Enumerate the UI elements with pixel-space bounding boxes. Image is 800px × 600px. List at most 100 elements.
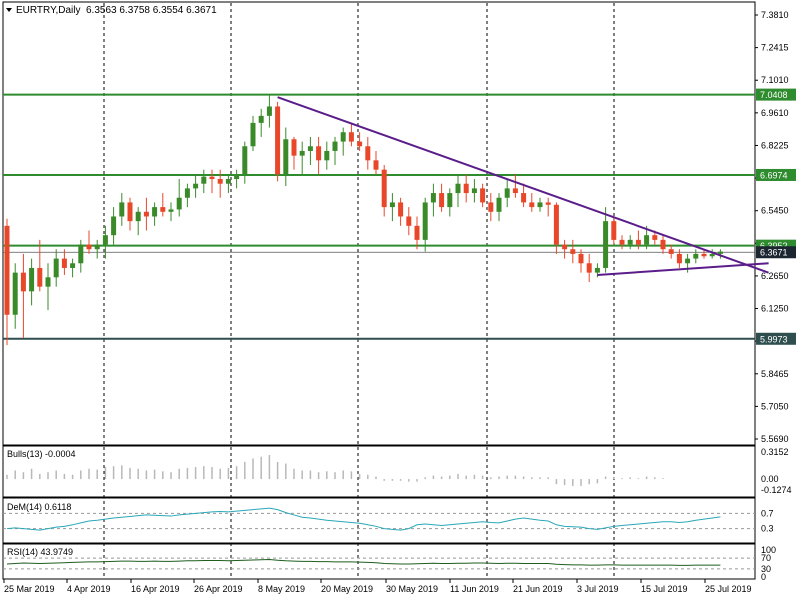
candle-body [250, 122, 256, 147]
price-tick-label: 6.2650 [761, 271, 789, 281]
candle-body [406, 216, 412, 226]
candle-body [676, 253, 682, 264]
candle-body [414, 225, 420, 240]
date-axis: 25 Mar 2019 4 Apr 2019 16 Apr 2019 26 Apr 2… [3, 579, 752, 594]
level-tag [756, 88, 796, 101]
price-tick-label: 7.1010 [761, 75, 789, 85]
candle-body [119, 202, 125, 217]
trendline [277, 96, 769, 274]
candle-body [422, 202, 428, 240]
candle-body [644, 235, 650, 245]
candle-body [603, 221, 609, 268]
candle-body [373, 160, 379, 170]
candle-body [316, 146, 322, 161]
candle-body [127, 202, 133, 222]
candle-body [160, 207, 166, 212]
level-tag-label: 6.6974 [760, 170, 788, 180]
level-labels: 7.0408 6.6974 6.3952 5.9973 6.3671 [756, 88, 796, 345]
candle-body [447, 193, 453, 208]
rsi-tick-label: 100 [761, 545, 776, 555]
candle-body [439, 193, 445, 208]
candle-body [389, 202, 395, 208]
candle-body [545, 202, 551, 205]
candle-body [717, 251, 723, 254]
candle-body [504, 188, 510, 198]
bulls-tick-label: 0.00 [761, 474, 779, 484]
price-tick-label: 5.5690 [761, 434, 789, 444]
candle-body [357, 141, 363, 147]
candle-body [135, 211, 141, 222]
candle-body [111, 216, 117, 236]
price-axis: 7.38107.24157.10106.96106.82256.68306.54… [755, 10, 789, 444]
chart-symbol: EURTRY,Daily [16, 5, 80, 16]
candle-body [152, 207, 158, 217]
price-tick-label: 5.8465 [761, 369, 789, 379]
candle-body [398, 202, 404, 217]
candle-body [635, 239, 641, 245]
candle-body [4, 225, 10, 315]
candle-body [627, 239, 633, 245]
candle-body [496, 197, 502, 212]
candle-body [611, 221, 617, 240]
candle-body [562, 244, 568, 250]
candle-body [225, 179, 231, 184]
rsi-tick-label: 0 [761, 572, 766, 582]
candle-body [258, 115, 264, 123]
bulls-indicator: 0.3152 0.00-0.1274 [6, 447, 792, 495]
current-price-tag [756, 246, 796, 259]
candle-body [365, 146, 371, 161]
rsi-tick-label: 30 [761, 564, 771, 574]
bulls-tick-label: -0.1274 [761, 485, 792, 495]
chart-ohlc: 6.3563 6.3758 6.3554 6.3671 [86, 5, 217, 16]
candle-body [275, 106, 281, 175]
collapse-arrow-icon[interactable] [6, 8, 12, 12]
candle-body [521, 193, 527, 203]
date-label: 3 Jul 2019 [577, 584, 619, 594]
candle-body [299, 150, 305, 156]
dem-panel-frame [2, 497, 756, 544]
candle-body [529, 202, 535, 208]
date-label: 16 Apr 2019 [131, 584, 180, 594]
candle-body [512, 188, 518, 194]
candle-body [594, 267, 600, 273]
candle-body [209, 176, 215, 180]
candle-body [193, 183, 199, 189]
candle-body [348, 132, 354, 142]
candle-body [143, 211, 149, 217]
price-tick-label: 7.2415 [761, 43, 789, 53]
horizontal-levels [3, 93, 755, 340]
candle-body [94, 244, 100, 250]
candle-body [488, 202, 494, 212]
dem-tick-label: 0.3 [761, 524, 774, 534]
bulls-panel-frame [2, 445, 756, 498]
candle-body [45, 277, 51, 287]
candle-body [291, 139, 297, 156]
candle-body [176, 197, 182, 210]
level-tag [756, 332, 796, 345]
level-tag-label: 6.3952 [760, 241, 788, 251]
candle-body [201, 176, 207, 184]
date-label: 15 Jul 2019 [641, 584, 688, 594]
candle-body [701, 253, 707, 257]
candle-body [685, 258, 691, 264]
candle-body [86, 244, 92, 250]
date-label: 4 Apr 2019 [67, 584, 111, 594]
candle-body [78, 244, 84, 264]
candle-body [29, 267, 35, 292]
price-tick-label: 5.7050 [761, 401, 789, 411]
price-tick-label: 6.5450 [761, 206, 789, 216]
candle-body [340, 132, 346, 142]
current-price-label: 6.3671 [760, 248, 788, 258]
candle-body [184, 188, 190, 198]
dem-tick-label: 0.7 [761, 508, 774, 518]
candle-body [586, 263, 592, 273]
bulls-label: Bulls(13) -0.0004 [7, 449, 76, 459]
candle-body [70, 263, 76, 268]
level-tag [756, 168, 796, 181]
candle-body [217, 179, 223, 184]
bulls-tick-label: 0.3152 [761, 447, 789, 457]
rsi-tick-label: 70 [761, 553, 771, 563]
dem-line [6, 507, 721, 531]
